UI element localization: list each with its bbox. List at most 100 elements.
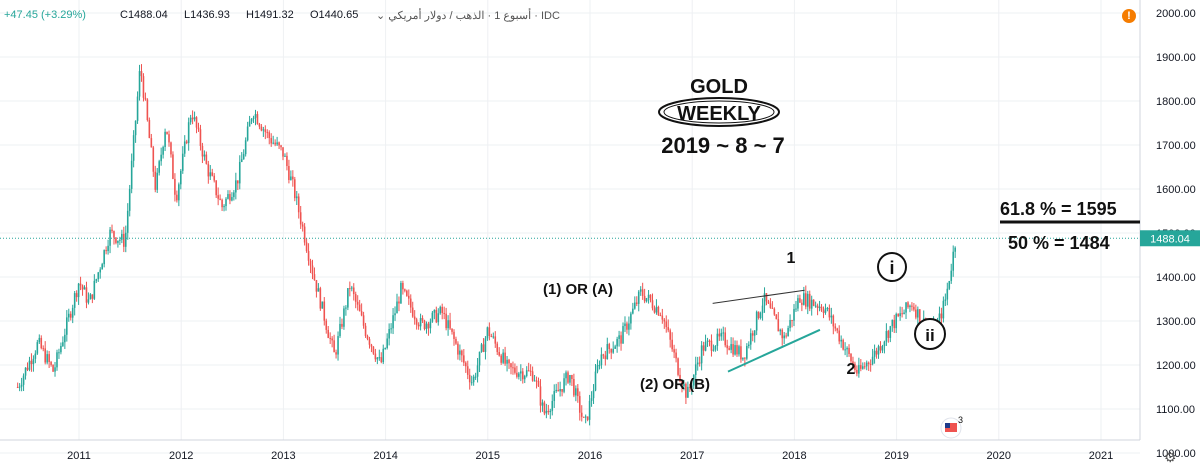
candle-body (75, 293, 78, 298)
candle-body (952, 251, 955, 271)
candle-body (148, 120, 151, 139)
candle-body (567, 372, 569, 383)
time-tick-label: 2014 (373, 450, 397, 462)
candle-body (580, 412, 583, 417)
warning-icon[interactable]: ! (1122, 9, 1136, 23)
candle-body (435, 309, 438, 323)
candle-body (478, 351, 481, 366)
candle-body (512, 367, 514, 369)
candle-body (370, 344, 373, 347)
candle-body (382, 348, 385, 363)
candle-body (276, 142, 278, 145)
candle-body (689, 386, 691, 388)
candle-body (91, 294, 94, 299)
ohlc-open: O1440.65 (310, 9, 358, 21)
candle-body (425, 323, 428, 329)
candle-body (871, 356, 874, 365)
price-tick-label: 1400.00 (1156, 272, 1196, 284)
candle-body (520, 371, 522, 374)
candle-body (36, 342, 39, 354)
candle-body (856, 369, 858, 374)
candle-body (826, 307, 829, 309)
candle-body (347, 288, 349, 308)
candle-body (301, 224, 304, 227)
candle-body (248, 121, 251, 127)
symbol-dropdown[interactable]: ⌄ أسبوع 1 · الذهب / دولار أمريكي · IDC (376, 9, 560, 22)
candle-body (537, 380, 540, 387)
candle-body (506, 359, 508, 364)
candle-body (299, 212, 302, 225)
gear-icon[interactable]: ⚙ (1164, 449, 1177, 465)
candle-body (531, 371, 534, 381)
candle-body (237, 180, 239, 184)
candle-body (427, 323, 430, 329)
candle-body (708, 340, 711, 342)
candle-body (944, 299, 947, 301)
candle-body (616, 338, 618, 347)
candle-body (213, 175, 216, 181)
candle-body (26, 367, 29, 370)
candle-body (777, 319, 780, 332)
candle-body (691, 385, 693, 388)
candle-body (600, 354, 603, 366)
wave-ii-circle (914, 318, 946, 350)
candle-body (305, 242, 308, 251)
candle-body (757, 311, 760, 319)
candle-body (453, 331, 455, 339)
candle-body (950, 270, 953, 281)
candle-body (238, 161, 241, 184)
candle-body (635, 302, 638, 304)
candle-body (655, 306, 658, 313)
candle-body (142, 76, 145, 98)
chevron-down-icon[interactable]: ⌄ (376, 10, 386, 22)
time-tick-label: 2017 (680, 450, 704, 462)
candle-body (683, 383, 685, 387)
candle-body (755, 311, 758, 331)
candle-body (806, 293, 809, 307)
candle-body (272, 142, 274, 144)
candle-body (181, 153, 184, 171)
candle-body (761, 305, 764, 314)
candle-body (380, 357, 383, 363)
candle-body (83, 287, 86, 290)
candle-body (260, 126, 263, 131)
candle-body (687, 386, 689, 398)
candle-body (201, 145, 204, 157)
candle-body (64, 334, 66, 343)
ohlc-low: L1436.93 (184, 9, 230, 21)
candle-body (252, 117, 255, 120)
wave-label-2-or-b: (2) OR (B) (640, 376, 710, 393)
candle-body (781, 329, 784, 339)
candle-body (533, 380, 536, 382)
candle-body (71, 307, 74, 318)
symbol-title: أسبوع 1 · الذهب / دولار أمريكي · IDC (388, 10, 560, 22)
candle-body (451, 328, 453, 332)
title-date: 2019 ~ 8 ~ 7 (661, 133, 785, 158)
candle-body (221, 199, 223, 208)
price-tick-label: 1900.00 (1156, 52, 1196, 64)
candle-body (52, 364, 54, 372)
candle-body (867, 362, 870, 364)
fib-50-label: 50 % = 1484 (1008, 233, 1110, 253)
candle-body (696, 362, 699, 365)
candle-body (378, 357, 381, 359)
candle-body (66, 317, 68, 335)
candle-body (749, 333, 752, 345)
candle-body (692, 374, 695, 386)
candle-body (940, 313, 943, 319)
candle-body (954, 247, 956, 252)
candle-body (60, 345, 62, 353)
candle-body (413, 316, 416, 320)
candle-body (610, 348, 613, 353)
candle-body (246, 126, 249, 141)
candle-body (185, 141, 188, 144)
candle-body (738, 346, 740, 355)
candle-body (22, 375, 25, 385)
candle-body (136, 96, 139, 121)
ohlc-close: C1488.04 (120, 9, 168, 21)
time-tick-label: 2012 (169, 450, 193, 462)
candle-body (168, 134, 170, 143)
candle-body (97, 272, 100, 280)
candle-body (170, 142, 172, 155)
